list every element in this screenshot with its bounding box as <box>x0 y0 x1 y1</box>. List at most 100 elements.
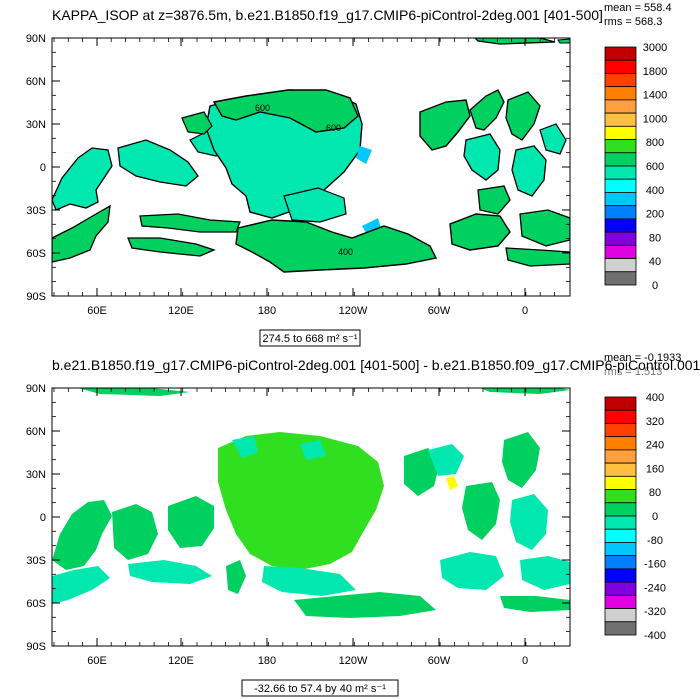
colorbar-label: -240 <box>644 582 666 594</box>
colorbar-swatch <box>605 140 636 153</box>
colorbar-swatch <box>605 219 636 232</box>
y-tick-label: 60S <box>26 248 46 260</box>
y-tick-label: 30N <box>26 119 46 131</box>
colorbar-label: 80 <box>649 232 661 244</box>
panel-1-land-atlantic-mid <box>464 134 500 180</box>
colorbar-label: 40 <box>649 256 661 268</box>
colorbar-swatch <box>605 192 636 205</box>
x-tick-label: 60E <box>87 305 107 317</box>
y-tick-label: 60S <box>26 598 46 610</box>
panel-2-land-west-south <box>52 566 110 604</box>
x-tick-label: 60W <box>428 655 451 667</box>
colorbar-label: 400 <box>646 392 664 404</box>
x-tick-label: 120W <box>339 655 368 667</box>
panel-1-land-arctic <box>475 38 555 44</box>
y-tick-label: 0 <box>40 512 46 524</box>
colorbar-swatch <box>605 179 636 192</box>
x-tick-label: 120W <box>339 305 368 317</box>
y-tick-label: 30S <box>26 555 46 567</box>
colorbar-swatch <box>605 609 636 622</box>
colorbar-label: 0 <box>652 511 658 523</box>
colorbar-label: -400 <box>644 630 666 642</box>
colorbar-swatch <box>605 423 636 436</box>
panel-1-land-east-far-south <box>506 248 570 266</box>
panel-2: b.e21.B1850.f19_g17.CMIP6-piControl-2deg… <box>26 352 700 696</box>
colorbar-swatch <box>605 437 636 450</box>
colorbar-label: 1000 <box>643 113 667 125</box>
panel-1-rms: rms = 568.3 <box>604 16 662 28</box>
colorbar-swatch <box>605 556 636 569</box>
colorbar-swatch <box>605 206 636 219</box>
panel-2-land-atlantic-mid <box>462 482 500 540</box>
colorbar-swatch <box>605 516 636 529</box>
colorbar-swatch <box>605 595 636 608</box>
colorbar-swatch <box>605 503 636 516</box>
panel-2-mean: mean = -0.1933 <box>604 352 681 364</box>
colorbar-label: 600 <box>646 161 664 173</box>
colorbar-label: 3000 <box>643 42 667 54</box>
panel-1-land-atlantic-north <box>420 100 470 150</box>
y-tick-label: 90S <box>26 291 46 303</box>
colorbar-swatch <box>605 582 636 595</box>
colorbar-swatch <box>605 166 636 179</box>
panel-1-land-arctic-2 <box>558 39 570 43</box>
colorbar-swatch <box>605 100 636 113</box>
y-tick-label: 60N <box>26 76 46 88</box>
panel-1-land-east-south <box>520 210 570 246</box>
figure: KAPPA_ISOP at z=3876.5m, b.e21.B1850.f19… <box>0 0 700 700</box>
colorbar-swatch <box>605 463 636 476</box>
colorbar-swatch <box>605 245 636 258</box>
panel-2-land-atlantic-south <box>440 552 504 590</box>
colorbar-swatch <box>605 490 636 503</box>
y-tick-label: 90S <box>26 641 46 653</box>
colorbar-label: -320 <box>644 606 666 618</box>
panel-2-land-indian-band <box>128 560 212 584</box>
panel-2-land-east-tropics <box>510 494 548 550</box>
panel-1-land-east-bay <box>540 124 566 154</box>
colorbar-swatch <box>605 259 636 272</box>
colorbar-label: 0 <box>652 280 658 292</box>
colorbar-label: 400 <box>646 185 664 197</box>
colorbar-label: 160 <box>646 463 664 475</box>
colorbar-label: 200 <box>646 209 664 221</box>
panel-2-land-atlantic-yellow <box>446 476 458 490</box>
colorbar-swatch <box>605 569 636 582</box>
panel-1-land-east-tropics <box>512 146 546 196</box>
colorbar-label: -160 <box>644 559 666 571</box>
colorbar-swatch <box>605 622 636 635</box>
colorbar-swatch <box>605 397 636 410</box>
x-tick-label: 120E <box>168 655 194 667</box>
panel-1-title: KAPPA_ISOP at z=3876.5m, b.e21.B1850.f19… <box>52 7 603 23</box>
panel-2-land-indian-3 <box>226 560 246 594</box>
panel-1-contour-label: 600 <box>326 123 341 133</box>
y-tick-label: 90N <box>26 383 46 395</box>
panel-1: KAPPA_ISOP at z=3876.5m, b.e21.B1850.f19… <box>26 2 672 346</box>
colorbar-swatch <box>605 450 636 463</box>
panel-1-land-pacific-west <box>182 112 212 134</box>
colorbar-swatch <box>605 113 636 126</box>
colorbar-swatch <box>605 60 636 73</box>
panel-1-land-south-pacific <box>236 220 436 272</box>
panel-2-land-pacific-patch-3 <box>262 566 356 596</box>
colorbar-swatch <box>605 410 636 423</box>
panel-2-title: b.e21.B1850.f19_g17.CMIP6-piControl-2deg… <box>52 357 700 373</box>
colorbar-swatch <box>605 126 636 139</box>
colorbar-swatch <box>605 153 636 166</box>
panel-1-range-label: 274.5 to 668 m² s⁻¹ <box>262 333 357 345</box>
panel-1-land-indian-tropics <box>118 140 198 186</box>
colorbar-label: 1800 <box>643 66 667 78</box>
x-tick-label: 60W <box>428 305 451 317</box>
colorbar-label: 80 <box>649 487 661 499</box>
x-tick-label: 0 <box>522 305 528 317</box>
colorbar-swatch <box>605 47 636 60</box>
colorbar-swatch <box>605 272 636 285</box>
panel-1-land-east-north <box>506 92 540 140</box>
colorbar-swatch <box>605 73 636 86</box>
colorbar-swatch <box>605 542 636 555</box>
panel-2-land-east-south <box>520 556 570 590</box>
panel-1-contour-label: 400 <box>338 247 353 257</box>
y-tick-label: 0 <box>40 162 46 174</box>
colorbar-swatch <box>605 476 636 489</box>
panel-2-range-label: -32.66 to 57.4 by 40 m² s⁻¹ <box>254 683 386 695</box>
